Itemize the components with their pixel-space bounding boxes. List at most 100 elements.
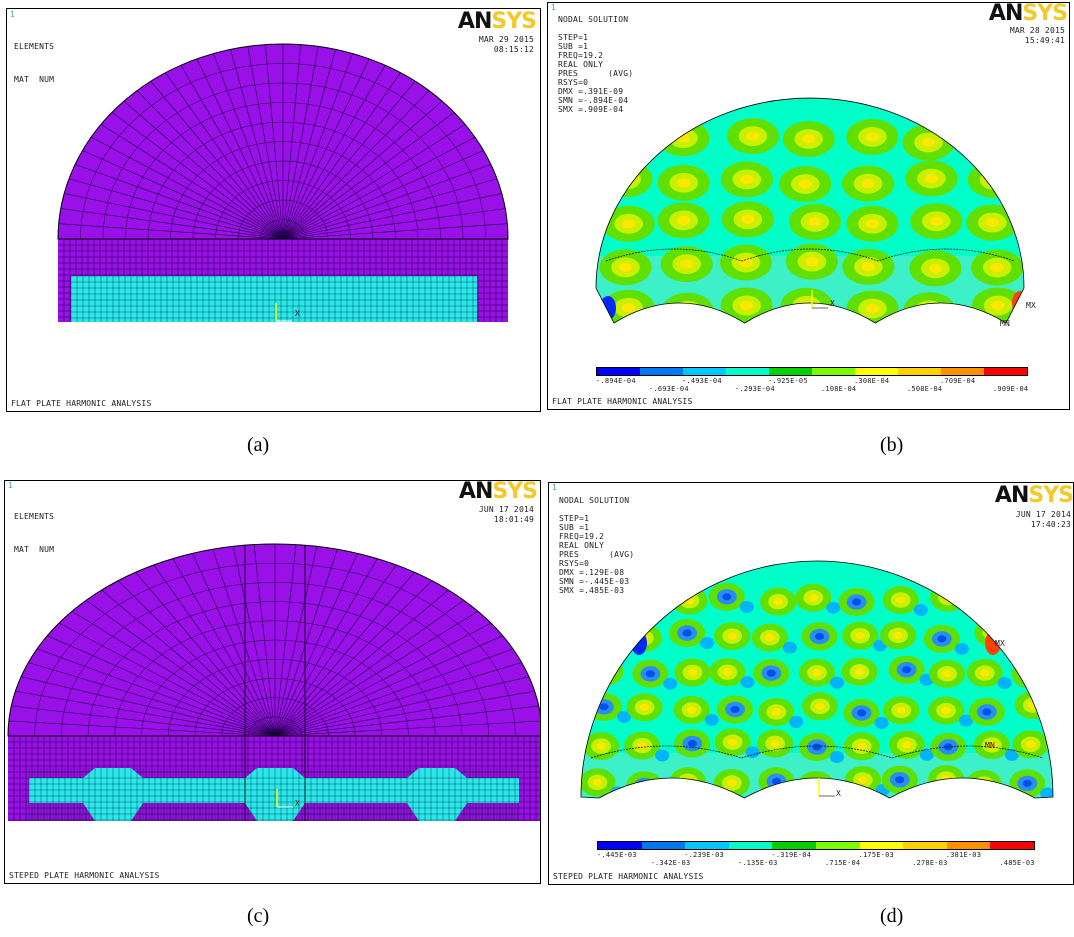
- legend-swatch: [812, 368, 855, 375]
- contour-blob: [889, 808, 925, 836]
- contour-blob: [874, 716, 889, 729]
- contour-blob: [600, 635, 610, 643]
- contour-blob: [780, 287, 833, 323]
- contour-blob: [858, 776, 868, 784]
- contour-blob: [601, 599, 611, 607]
- contour-blob: [854, 668, 864, 676]
- legend-swatch: [898, 368, 941, 375]
- mesh-line: [170, 141, 396, 240]
- contour-blob: [987, 741, 997, 749]
- contour-blob: [797, 771, 834, 798]
- stepped-plate-pressure-contour: [580, 560, 1054, 836]
- contour-blob: [680, 259, 694, 269]
- panel-c-elements-stepped: 1 ELEMENTS MAT NUM ANSYS JUN 17 2014 18:…: [4, 480, 541, 884]
- plot-date: MAR 28 2015: [1009, 26, 1065, 35]
- outline: [580, 560, 1054, 799]
- contour-blob: [1027, 630, 1037, 638]
- contour-blob: [966, 118, 1019, 155]
- contour-blob: [980, 669, 990, 677]
- contour-blob: [639, 781, 649, 789]
- contour-blob: [767, 813, 787, 828]
- contour-blob: [979, 169, 1009, 190]
- contour-blob: [789, 715, 804, 728]
- flat-plate-mesh: [57, 43, 509, 322]
- contour-blob: [852, 598, 862, 606]
- contour-blob: [730, 813, 739, 820]
- contour-blob: [922, 305, 936, 315]
- logo-sys: SYS: [1022, 2, 1068, 26]
- plot-title-block: NODAL SOLUTION STEP=1 SUB =1 FREQ=19.2 REAL…: [559, 496, 634, 595]
- contour-blob: [770, 739, 780, 747]
- contour-blob: [983, 811, 1003, 826]
- title-line: NODAL SOLUTION: [559, 496, 630, 505]
- contour-blob: [724, 809, 744, 824]
- title-line: SMN =-.894E-04: [558, 96, 629, 105]
- contour-blob: [596, 742, 606, 750]
- contour-blob: [641, 815, 650, 822]
- contour-blob: [632, 592, 652, 608]
- mesh-body: [8, 544, 540, 821]
- contour-blob: [655, 749, 670, 762]
- plot-title-block: NODAL SOLUTION STEP=1 SUB =1 FREQ=19.2 REAL…: [558, 15, 633, 114]
- contour-blob: [739, 600, 754, 613]
- plot-title-block: ELEMENTS MAT NUM: [14, 492, 54, 575]
- contour-blob: [1022, 779, 1032, 787]
- title-line: MAT NUM: [14, 545, 55, 554]
- contour-blob: [637, 742, 647, 750]
- contour-blob: [740, 174, 754, 184]
- ansys-logo: ANSYS: [995, 485, 1073, 507]
- contour-blob: [596, 595, 616, 611]
- contour-blob: [805, 257, 819, 267]
- contour-blob: [943, 814, 952, 821]
- logo-an: AN: [458, 480, 493, 504]
- mesh-line: [87, 601, 463, 737]
- legend-label: .308E-04: [854, 377, 890, 385]
- max-marker-label: MX: [1026, 301, 1037, 310]
- outline: [57, 43, 509, 240]
- title-line: [558, 24, 633, 33]
- legend-swatch: [640, 368, 683, 375]
- contour-blob: [677, 178, 691, 188]
- contour-blob: [800, 301, 814, 311]
- title-line: SUB =1: [558, 42, 589, 51]
- contour-blob: [1023, 589, 1044, 606]
- contour-blob: [772, 777, 782, 785]
- contour-blob: [722, 593, 732, 601]
- stepped-plate-mesh: [7, 543, 540, 821]
- contour-blob: [672, 802, 708, 830]
- contour-blob: [599, 703, 609, 711]
- contour-blob: [704, 713, 719, 726]
- contour-blob: [982, 624, 1003, 641]
- contour-blob: [1013, 619, 1050, 648]
- contour-blob: [893, 631, 903, 639]
- contour-blob: [730, 705, 740, 713]
- mat2-region: [71, 276, 477, 322]
- mesh-line: [114, 620, 436, 737]
- contour-blob: [1040, 787, 1053, 798]
- contour-blob: [628, 804, 664, 832]
- contour-blob: [830, 676, 845, 689]
- mesh-body: [58, 44, 508, 322]
- contour-blob: [1028, 701, 1038, 709]
- contour-blob: [954, 642, 969, 655]
- contour-blob: [1025, 670, 1035, 678]
- legend-swatch: [984, 368, 1027, 375]
- contour-blob: [903, 818, 912, 825]
- contour-blob: [740, 300, 754, 310]
- axis-x-label: X: [295, 309, 301, 318]
- plot-date: JUN 17 2014: [1015, 510, 1071, 519]
- mesh-line: [125, 102, 441, 240]
- contour-blob: [937, 635, 947, 643]
- footer-title: FLAT PLATE HARMONIC ANALYSIS: [11, 399, 152, 408]
- footer-title: FLAT PLATE HARMONIC ANALYSIS: [552, 397, 693, 406]
- contour-blob: [866, 303, 880, 313]
- legend-color-bar: [596, 367, 1028, 376]
- contour-blob: [740, 676, 755, 689]
- legend-swatch: [772, 842, 816, 849]
- contour-blob: [857, 742, 867, 750]
- contour-blob: [618, 262, 632, 272]
- contour-blob: [826, 601, 841, 614]
- legend-label: -.135E-03: [737, 859, 778, 867]
- contour-blob: [865, 132, 879, 142]
- contour-blob: [991, 300, 1005, 310]
